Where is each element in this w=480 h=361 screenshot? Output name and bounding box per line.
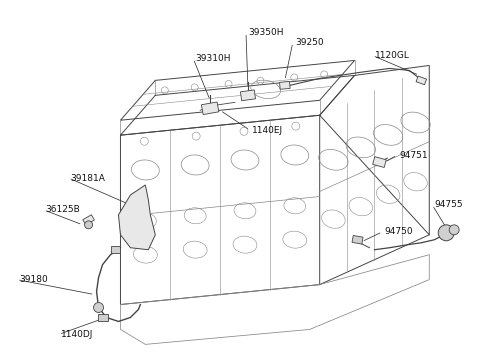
Text: 39250: 39250 xyxy=(295,38,324,47)
Circle shape xyxy=(94,303,104,313)
Polygon shape xyxy=(352,235,363,244)
Text: 1140DJ: 1140DJ xyxy=(60,330,93,339)
Polygon shape xyxy=(119,185,156,250)
Polygon shape xyxy=(279,82,290,89)
Polygon shape xyxy=(110,246,120,253)
Text: 1120GL: 1120GL xyxy=(374,51,409,60)
Polygon shape xyxy=(97,314,108,321)
Text: 36125B: 36125B xyxy=(46,205,81,214)
Text: 94750: 94750 xyxy=(384,227,413,236)
Text: 94755: 94755 xyxy=(434,200,463,209)
Polygon shape xyxy=(83,215,95,225)
Circle shape xyxy=(84,221,93,229)
Polygon shape xyxy=(240,90,255,101)
Circle shape xyxy=(438,225,454,241)
Circle shape xyxy=(449,225,459,235)
Text: 94751: 94751 xyxy=(399,151,428,160)
Text: 39180: 39180 xyxy=(19,275,48,284)
Polygon shape xyxy=(202,102,219,114)
Polygon shape xyxy=(372,157,386,168)
Text: 1140EJ: 1140EJ xyxy=(252,126,283,135)
Text: 39181A: 39181A xyxy=(71,174,106,183)
Text: 39310H: 39310H xyxy=(195,54,231,63)
Text: 39350H: 39350H xyxy=(248,28,284,37)
Polygon shape xyxy=(416,76,427,85)
